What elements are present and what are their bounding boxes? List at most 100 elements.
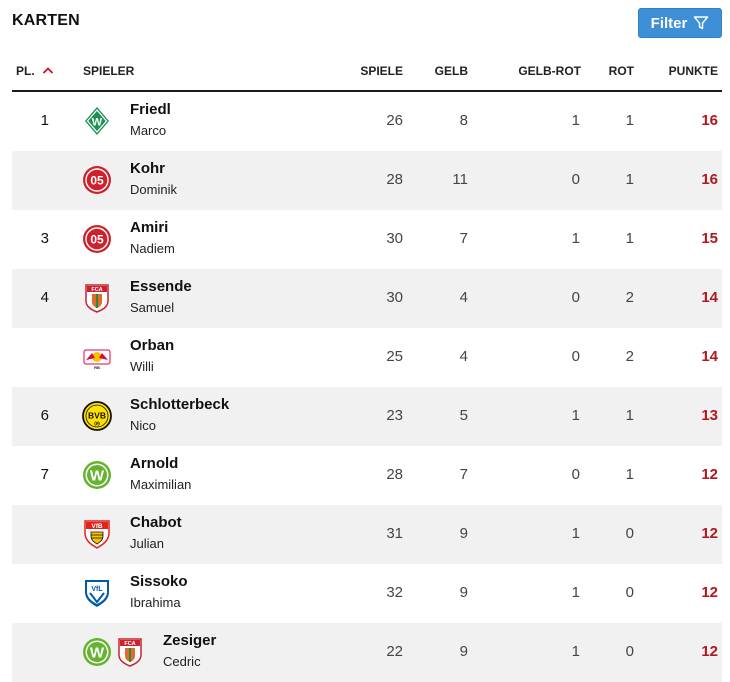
- table-row[interactable]: VfB Chabot Julian 31 9 1 0 12: [12, 505, 722, 564]
- player-last-name: Orban: [130, 337, 175, 354]
- svg-text:05: 05: [90, 174, 104, 188]
- rank-cell: 7: [40, 466, 49, 483]
- svg-text:VfB: VfB: [91, 523, 103, 530]
- yellow-red-cards-cell: 1: [571, 407, 580, 424]
- player-first-name: Dominik: [130, 182, 177, 197]
- yellow-cards-cell: 8: [459, 112, 468, 129]
- red-cards-cell: 2: [625, 348, 634, 365]
- red-cards-cell: 1: [625, 407, 634, 424]
- player-first-name: Marco: [130, 123, 167, 138]
- mainz-05-logo: 05: [82, 165, 112, 195]
- table-row[interactable]: RB Orban Willi 25 4 0 2 14: [12, 328, 722, 387]
- games-cell: 32: [386, 584, 403, 601]
- svg-text:09: 09: [94, 422, 100, 428]
- svg-text:FCA: FCA: [124, 641, 135, 647]
- bochum-logo: VfL: [82, 578, 112, 608]
- points-cell: 12: [701, 584, 718, 601]
- table-row[interactable]: 3 05 Amiri Nadiem 30 7 1 1 15: [12, 210, 722, 269]
- col-points-header[interactable]: PUNKTE: [668, 64, 718, 78]
- games-cell: 28: [386, 171, 403, 188]
- funnel-icon: [694, 16, 709, 30]
- augsburg-logo: FCA: [115, 637, 145, 667]
- col-games-header[interactable]: SPIELE: [360, 64, 403, 78]
- werder-bremen-logo: W: [82, 106, 112, 136]
- points-cell: 12: [701, 643, 718, 660]
- player-first-name: Julian: [130, 536, 164, 551]
- player-first-name: Nadiem: [130, 241, 175, 256]
- page-title: KARTEN: [12, 12, 80, 29]
- points-cell: 14: [701, 348, 718, 365]
- player-first-name: Cedric: [163, 654, 201, 669]
- points-cell: 14: [701, 289, 718, 306]
- table-row[interactable]: 1 W Friedl Marco 26 8 1 1 16: [12, 92, 722, 151]
- red-cards-cell: 1: [625, 171, 634, 188]
- table-row[interactable]: 05 Kohr Dominik 28 11 0 1 16: [12, 151, 722, 210]
- table-row[interactable]: VfL Sissoko Ibrahima 32 9 1 0 12: [12, 564, 722, 623]
- player-last-name: Chabot: [130, 514, 182, 531]
- col-yellow-red-header[interactable]: GELB-ROT: [518, 64, 581, 78]
- player-last-name: Schlotterbeck: [130, 396, 230, 413]
- yellow-cards-cell: 9: [459, 584, 468, 601]
- points-cell: 15: [701, 230, 718, 247]
- wolfsburg-logo: W: [82, 460, 112, 490]
- yellow-red-cards-cell: 0: [571, 171, 580, 188]
- games-cell: 25: [386, 348, 403, 365]
- filter-button[interactable]: Filter: [638, 8, 722, 38]
- games-cell: 31: [386, 525, 403, 542]
- rank-cell: 1: [40, 112, 49, 129]
- yellow-red-cards-cell: 0: [571, 466, 580, 483]
- player-last-name: Sissoko: [130, 573, 188, 590]
- table-row[interactable]: 6 BVB 09 Schlotterbeck Nico 23 5 1 1 13: [12, 387, 722, 446]
- filter-label: Filter: [650, 14, 688, 32]
- red-cards-cell: 2: [625, 289, 634, 306]
- yellow-red-cards-cell: 1: [571, 112, 580, 129]
- rank-cell: 4: [40, 289, 49, 306]
- dortmund-logo: BVB 09: [82, 401, 112, 431]
- yellow-red-cards-cell: 1: [571, 525, 580, 542]
- col-yellow-header[interactable]: GELB: [434, 64, 468, 78]
- points-cell: 13: [701, 407, 718, 424]
- col-rank-header[interactable]: PL.: [16, 64, 54, 78]
- svg-text:05: 05: [90, 233, 104, 247]
- red-cards-cell: 0: [625, 643, 634, 660]
- table-row[interactable]: 4 FCA Essende Samuel 30 4 0 2 14: [12, 269, 722, 328]
- augsburg-logo: FCA: [82, 283, 112, 313]
- player-last-name: Essende: [130, 278, 192, 295]
- games-cell: 28: [386, 466, 403, 483]
- svg-text:RB: RB: [94, 365, 100, 370]
- table-row[interactable]: W FCA Zesiger Cedric 22 9 1 0 12: [12, 623, 722, 682]
- table-header: PL. SPIELER SPIELE GELB GELB-ROT ROT PUN…: [0, 64, 730, 86]
- red-cards-cell: 1: [625, 112, 634, 129]
- player-last-name: Kohr: [130, 160, 165, 177]
- yellow-red-cards-cell: 1: [571, 230, 580, 247]
- games-cell: 26: [386, 112, 403, 129]
- svg-text:W: W: [90, 468, 105, 485]
- player-first-name: Nico: [130, 418, 157, 433]
- rank-cell: 3: [40, 230, 49, 247]
- svg-text:FCA: FCA: [91, 287, 102, 293]
- col-red-header[interactable]: ROT: [608, 64, 634, 78]
- red-cards-cell: 0: [625, 584, 634, 601]
- player-last-name: Friedl: [130, 101, 171, 118]
- svg-text:W: W: [90, 645, 105, 662]
- red-cards-cell: 0: [625, 525, 634, 542]
- leipzig-logo: RB: [82, 342, 112, 372]
- sort-ascending-icon: [42, 67, 54, 74]
- yellow-cards-cell: 11: [452, 171, 468, 188]
- yellow-cards-cell: 4: [459, 348, 468, 365]
- points-cell: 12: [701, 466, 718, 483]
- games-cell: 30: [386, 230, 403, 247]
- yellow-red-cards-cell: 1: [571, 584, 580, 601]
- table-row[interactable]: 7 W Arnold Maximilian 28 7 0 1 12: [12, 446, 722, 505]
- player-last-name: Amiri: [130, 219, 169, 236]
- red-cards-cell: 1: [625, 466, 634, 483]
- player-last-name: Arnold: [130, 455, 179, 472]
- wolfsburg-logo: W: [82, 637, 112, 667]
- svg-text:W: W: [92, 117, 103, 129]
- stuttgart-logo: VfB: [82, 519, 112, 549]
- yellow-red-cards-cell: 1: [571, 643, 580, 660]
- mainz-05-logo: 05: [82, 224, 112, 254]
- col-player-header[interactable]: SPIELER: [83, 64, 135, 78]
- header-divider: [12, 90, 722, 92]
- svg-text:VfL: VfL: [91, 586, 103, 593]
